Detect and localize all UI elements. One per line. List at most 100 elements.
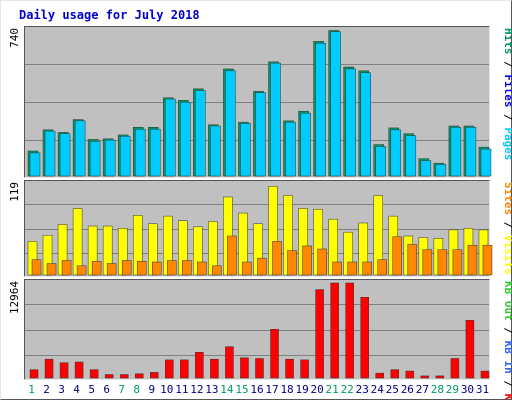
panel-kbytes: 12964 KB Out / KB In / KB F (8, 279, 512, 400)
bar-sites (197, 261, 207, 276)
bar-sites (46, 263, 57, 276)
bar-kbytes (150, 372, 159, 379)
bar-kbytes (59, 362, 69, 379)
bar-kbytes (390, 369, 400, 379)
bar-kbytes (375, 372, 384, 379)
panel-border-highlight (24, 26, 490, 178)
x-tick-label: 23 (356, 383, 369, 396)
x-tick-label: 14 (220, 383, 234, 396)
bar-sites (182, 260, 192, 276)
bar-kbytes (435, 375, 445, 379)
bar-kbytes (255, 358, 264, 379)
x-tick-label: 9 (148, 383, 155, 396)
bar-kbytes (450, 358, 460, 379)
y-max-label: 119 (8, 182, 21, 202)
bar-visits (72, 208, 83, 276)
panel-border-highlight (24, 279, 490, 380)
bar-files (270, 62, 281, 177)
y-max-label: 740 (8, 28, 21, 48)
bar-sites (452, 249, 463, 276)
chart-title: Daily usage for July 2018 (19, 8, 200, 22)
x-axis-day-labels: 1 2 3 4 5 6 7 8 9 10 11 12 13 14 15 16 17 18 19 20 21 22 23 24 2… (28, 383, 489, 396)
panel-border-shadow (24, 279, 490, 380)
bar-kbytes (210, 358, 219, 379)
bar-kbytes (270, 329, 279, 379)
bar-sites (302, 245, 312, 276)
bar-files (330, 31, 341, 177)
bar-sites (422, 249, 433, 276)
x-tick-label: 4 (73, 383, 80, 396)
bar-sites (257, 257, 267, 276)
legend-kb-in: KB In (502, 341, 512, 374)
x-tick-label: 13 (205, 383, 218, 396)
panel-border-shadow (24, 180, 490, 277)
x-tick-label: 10 (160, 383, 173, 396)
bar-kbytes (315, 289, 324, 379)
bar-files (119, 135, 131, 177)
x-tick-label: 29 (446, 383, 459, 396)
x-tick-label: 24 (371, 383, 385, 396)
x-tick-label: 3 (58, 383, 65, 396)
bar-kbytes (195, 351, 204, 379)
x-tick-label: 26 (401, 383, 414, 396)
x-tick-label: 6 (103, 383, 110, 396)
bar-kbytes (119, 374, 129, 379)
bar-files (480, 148, 492, 177)
bar-files (300, 112, 311, 177)
x-tick-label: 30 (461, 383, 474, 396)
panel-visits: 119 Sites / Visits (8, 180, 512, 277)
x-tick-label: 7 (118, 383, 125, 396)
bar-sites (212, 265, 222, 276)
panel-hits: 740 Hits / Files / Pages (8, 26, 512, 178)
legend-kb-f: KB F (502, 394, 512, 400)
bar-files (74, 120, 86, 177)
bar-kbytes (360, 296, 369, 379)
legend-visits: Visits (502, 235, 512, 275)
bar-sites (106, 263, 117, 276)
bar-kbytes (480, 370, 490, 379)
legend-files: Files (502, 74, 512, 107)
bar-kbytes (29, 369, 39, 379)
x-tick-label: 28 (431, 383, 444, 396)
bar-sites (437, 249, 448, 276)
x-tick-label: 16 (250, 383, 263, 396)
legend: KB Out / KB In / KB F (502, 281, 512, 400)
bar-files (89, 141, 101, 177)
bar-kbytes (285, 358, 294, 379)
x-tick-label: 17 (265, 383, 278, 396)
bar-sites (392, 236, 403, 276)
bar-files (210, 125, 221, 177)
bar-sites (31, 259, 42, 276)
panel-border-shadow (24, 26, 490, 178)
bar-kbytes (420, 375, 430, 379)
bar-files (150, 128, 161, 177)
bar-sites (242, 261, 252, 276)
bar-sites (287, 250, 297, 276)
x-tick-label: 21 (326, 383, 339, 396)
x-tick-label: 11 (175, 383, 188, 396)
bar-files (225, 70, 236, 177)
legend-sites: Sites (502, 182, 512, 215)
legend-separator: / (502, 374, 512, 394)
x-tick-label: 8 (133, 383, 140, 396)
bar-sites (317, 248, 327, 276)
bar-kbytes (74, 361, 84, 379)
bar-files (345, 68, 356, 177)
bar-sites (362, 261, 372, 276)
x-tick-label: 20 (311, 383, 324, 396)
bar-kbytes (104, 374, 114, 379)
legend-separator: / (502, 108, 512, 128)
bar-sites (121, 260, 132, 276)
bar-files (134, 128, 146, 177)
y-max-label: 12964 (8, 281, 21, 314)
bar-files (44, 130, 56, 177)
bar-sites (272, 241, 282, 276)
bar-kbytes (225, 346, 234, 379)
bar-files (180, 102, 191, 177)
bar-sites (61, 260, 72, 276)
bar-files (285, 121, 296, 177)
bar-sites (407, 244, 418, 276)
legend-pages: Pages (502, 127, 512, 160)
bar-files (104, 139, 116, 177)
